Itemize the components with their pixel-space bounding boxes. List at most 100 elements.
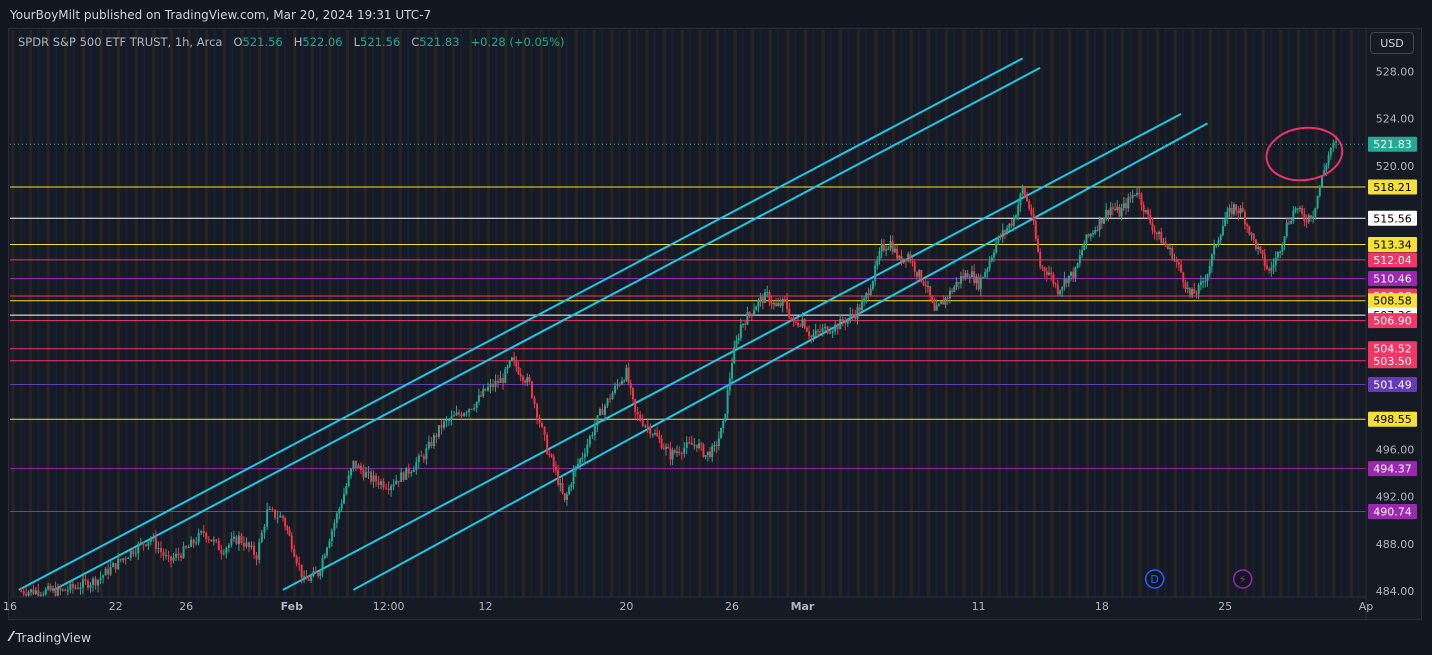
candle-body: [1087, 234, 1090, 237]
candle-body: [854, 315, 857, 319]
candle-body: [1089, 233, 1092, 237]
candle-body: [1332, 142, 1335, 148]
candle-body: [298, 563, 301, 565]
candle-body: [225, 548, 228, 554]
candle-body: [706, 451, 709, 456]
candle-body: [680, 453, 683, 455]
candle-body: [839, 319, 842, 330]
candle-body: [400, 472, 403, 482]
session-band: [1287, 30, 1290, 597]
candle-body: [867, 293, 870, 296]
candle-body: [1138, 192, 1141, 194]
candle-body: [1153, 230, 1156, 233]
session-band: [160, 30, 163, 597]
candle-body: [1162, 242, 1165, 244]
candle-body: [731, 363, 734, 379]
candle-body: [1199, 281, 1202, 286]
candle-body: [1303, 213, 1306, 222]
session-band: [680, 30, 684, 597]
session-band: [1005, 30, 1008, 597]
candle-body: [803, 319, 806, 329]
session-band: [882, 30, 885, 597]
candle-body: [1118, 206, 1121, 217]
candle-body: [402, 472, 405, 480]
candle-body: [1274, 257, 1277, 265]
candle-body: [889, 241, 892, 249]
session-band: [301, 30, 304, 597]
candle-body: [563, 493, 566, 500]
candle-body: [32, 589, 35, 594]
candle-body: [314, 571, 317, 573]
last-price-tag-bg: [1368, 136, 1417, 152]
candle-body: [149, 538, 152, 542]
candle-body: [953, 287, 956, 292]
currency-button[interactable]: USD: [1370, 32, 1414, 54]
candle-body: [913, 261, 916, 272]
candle-body: [325, 547, 328, 556]
candle-body: [757, 299, 760, 307]
channel-line: [352, 122, 1208, 591]
session-band: [733, 30, 737, 597]
candle-body: [550, 454, 553, 457]
price-tick-label: 520.00: [1376, 160, 1415, 173]
candle-body: [321, 558, 324, 571]
session-band: [864, 30, 868, 597]
candle-body: [192, 539, 195, 544]
candle-body: [606, 398, 609, 406]
candle-body: [182, 546, 185, 558]
candle-body: [382, 481, 385, 488]
candle-body: [781, 298, 784, 306]
candle-body: [568, 486, 571, 495]
session-band: [1093, 30, 1097, 597]
candle-body: [1235, 204, 1238, 211]
candle-body: [1116, 206, 1119, 211]
level-price-tag: 490.74: [1373, 505, 1412, 518]
session-band: [169, 30, 174, 597]
candle-body: [799, 325, 802, 327]
session-band: [530, 30, 533, 597]
candle-body: [581, 457, 584, 459]
candle-body: [1155, 232, 1158, 234]
candle-body: [1323, 170, 1326, 176]
level-price-tag: 515.56: [1373, 212, 1412, 225]
candle-body: [1171, 248, 1174, 260]
candle-body: [641, 420, 644, 426]
candle-body: [1083, 243, 1086, 251]
candle-body: [788, 309, 791, 318]
candle-body: [157, 548, 160, 550]
candle-body: [1248, 226, 1251, 235]
candle-body: [407, 467, 410, 474]
session-band: [195, 30, 198, 597]
candle-body: [570, 484, 573, 487]
candle-body: [790, 317, 793, 320]
candle-body: [397, 480, 400, 482]
session-band: [1173, 30, 1177, 597]
tradingview-logo[interactable]: ⁄⁄⁄ TradingView: [10, 630, 91, 645]
candle-body: [966, 273, 969, 278]
candle-body: [735, 340, 738, 348]
candle-body: [1030, 208, 1033, 215]
candle-body: [245, 542, 248, 547]
candle-body: [876, 260, 879, 266]
session-band: [847, 30, 850, 597]
candle-body: [922, 281, 925, 285]
candle-body: [255, 554, 258, 560]
candle-body: [164, 555, 167, 557]
candle-body: [1120, 208, 1123, 217]
candle-body: [1246, 224, 1249, 227]
session-band: [1226, 30, 1230, 597]
candle-body: [1292, 210, 1295, 222]
session-band: [512, 30, 515, 597]
candle-body: [69, 583, 72, 591]
candle-body: [1210, 254, 1213, 267]
session-band: [953, 30, 956, 597]
candle-body: [1127, 197, 1130, 209]
candle-body: [392, 484, 395, 486]
session-band: [917, 30, 920, 597]
price-tick-label: 488.00: [1376, 538, 1415, 551]
candle-body: [473, 408, 476, 410]
candle-body: [27, 592, 30, 596]
candle-body: [860, 301, 863, 311]
session-band: [900, 30, 903, 597]
